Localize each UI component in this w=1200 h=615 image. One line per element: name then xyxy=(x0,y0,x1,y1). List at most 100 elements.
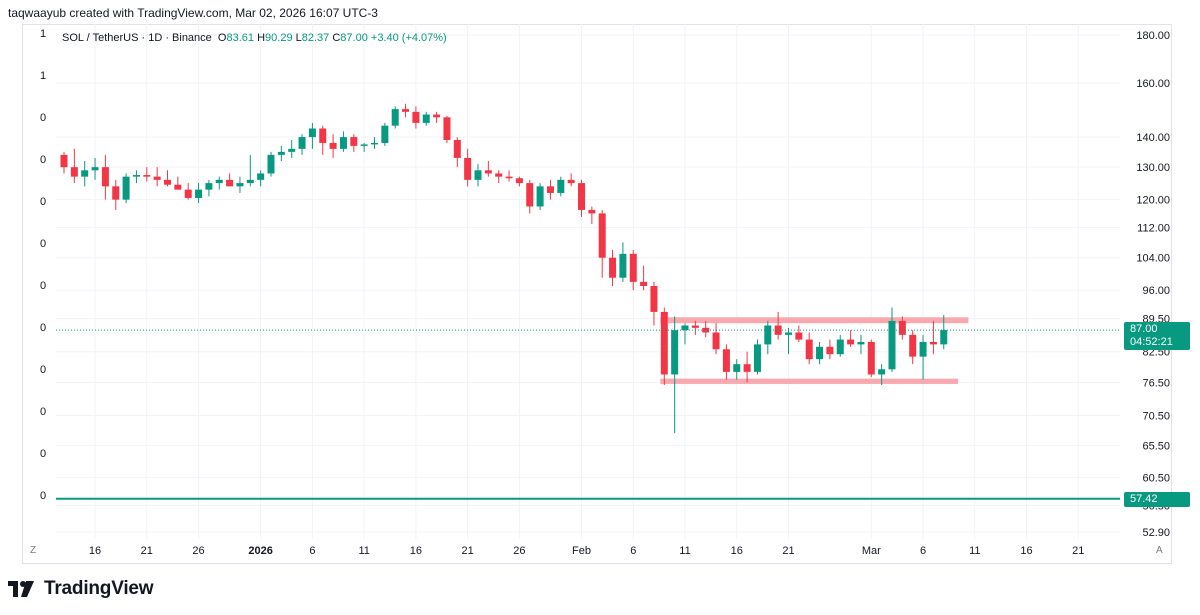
candle[interactable] xyxy=(288,140,296,158)
candle[interactable] xyxy=(267,151,275,177)
auto-scale-right-button[interactable]: A xyxy=(1156,545,1163,556)
x-tick-label-9: Feb xyxy=(572,545,591,557)
candle[interactable] xyxy=(412,106,420,129)
candle[interactable] xyxy=(484,160,492,177)
auto-scale-left-button[interactable]: Z xyxy=(30,545,37,556)
candle[interactable] xyxy=(350,134,358,152)
zone-resistance[interactable] xyxy=(660,317,969,324)
candle[interactable] xyxy=(422,111,430,126)
candle[interactable] xyxy=(474,164,482,187)
candle[interactable] xyxy=(132,170,140,184)
candle[interactable] xyxy=(795,325,803,342)
candle[interactable] xyxy=(122,173,130,204)
candle[interactable] xyxy=(898,316,906,340)
x-tick-label-18: 21 xyxy=(1072,545,1084,557)
candle[interactable] xyxy=(536,183,544,210)
candle[interactable] xyxy=(640,265,648,291)
candle[interactable] xyxy=(164,170,171,187)
candle-body xyxy=(640,281,648,286)
candle[interactable] xyxy=(691,320,699,335)
candle-body xyxy=(919,341,927,357)
candle[interactable] xyxy=(70,148,78,184)
candle[interactable] xyxy=(722,344,730,380)
candle[interactable] xyxy=(360,142,368,152)
candle[interactable] xyxy=(929,320,937,355)
candle[interactable] xyxy=(205,179,213,197)
candle[interactable] xyxy=(785,327,792,355)
candle[interactable] xyxy=(712,323,720,355)
candle[interactable] xyxy=(319,125,327,155)
candle[interactable] xyxy=(257,170,265,187)
candle[interactable] xyxy=(339,131,347,152)
candle[interactable] xyxy=(195,183,203,204)
candle[interactable] xyxy=(753,339,761,375)
candle[interactable] xyxy=(391,106,399,129)
candle[interactable] xyxy=(557,176,565,197)
candle[interactable] xyxy=(153,167,161,187)
candle[interactable] xyxy=(329,134,337,158)
candle[interactable] xyxy=(847,330,855,347)
candle[interactable] xyxy=(277,145,285,161)
candle[interactable] xyxy=(857,334,865,355)
candle[interactable] xyxy=(919,334,927,380)
candle[interactable] xyxy=(743,351,751,383)
candle[interactable] xyxy=(515,176,523,187)
candle[interactable] xyxy=(826,339,834,360)
candle[interactable] xyxy=(402,103,410,118)
candle[interactable] xyxy=(619,242,627,282)
candle[interactable] xyxy=(671,316,679,434)
candle[interactable] xyxy=(609,249,617,286)
candle[interactable] xyxy=(526,179,534,214)
candle[interactable] xyxy=(940,315,948,350)
candle[interactable] xyxy=(464,148,472,187)
candle[interactable] xyxy=(660,307,668,386)
candle[interactable] xyxy=(578,179,585,217)
candle[interactable] xyxy=(702,320,710,338)
candle[interactable] xyxy=(112,179,120,210)
candle[interactable] xyxy=(567,173,575,187)
candle[interactable] xyxy=(836,334,844,357)
candle[interactable] xyxy=(495,170,503,184)
candle[interactable] xyxy=(81,160,89,187)
candle[interactable] xyxy=(733,359,741,380)
candle[interactable] xyxy=(546,179,554,200)
candle[interactable] xyxy=(184,183,192,200)
tradingview-logo[interactable]: TradingView xyxy=(8,578,154,600)
candle[interactable] xyxy=(453,137,461,168)
candle[interactable] xyxy=(598,209,606,278)
candle[interactable] xyxy=(246,154,254,187)
candle[interactable] xyxy=(215,176,223,190)
candle-body xyxy=(453,140,461,158)
candle[interactable] xyxy=(505,170,513,182)
candle[interactable] xyxy=(236,176,244,193)
candle[interactable] xyxy=(888,307,896,372)
candle[interactable] xyxy=(805,332,813,365)
candle[interactable] xyxy=(443,115,451,143)
candle[interactable] xyxy=(816,341,824,365)
candle[interactable] xyxy=(298,134,306,155)
candle[interactable] xyxy=(433,111,441,123)
candle[interactable] xyxy=(174,176,182,190)
candle[interactable] xyxy=(774,311,782,340)
candle-body xyxy=(339,137,347,149)
candle[interactable] xyxy=(91,157,99,180)
candle[interactable] xyxy=(878,364,886,386)
candle[interactable] xyxy=(629,249,637,291)
candle[interactable] xyxy=(308,122,316,149)
candle[interactable] xyxy=(867,339,875,378)
candle[interactable] xyxy=(681,323,689,345)
candle-body xyxy=(764,325,772,345)
candle-body xyxy=(360,144,368,146)
candle[interactable] xyxy=(226,173,234,187)
candle[interactable] xyxy=(101,154,109,200)
candle[interactable] xyxy=(909,330,917,365)
candle[interactable] xyxy=(588,206,596,225)
candle[interactable] xyxy=(764,320,772,355)
candle[interactable] xyxy=(381,122,389,146)
candle[interactable] xyxy=(650,281,658,326)
candle[interactable] xyxy=(371,137,378,149)
candle[interactable] xyxy=(60,151,68,174)
zone-support[interactable] xyxy=(660,378,959,384)
candle[interactable] xyxy=(143,167,151,182)
